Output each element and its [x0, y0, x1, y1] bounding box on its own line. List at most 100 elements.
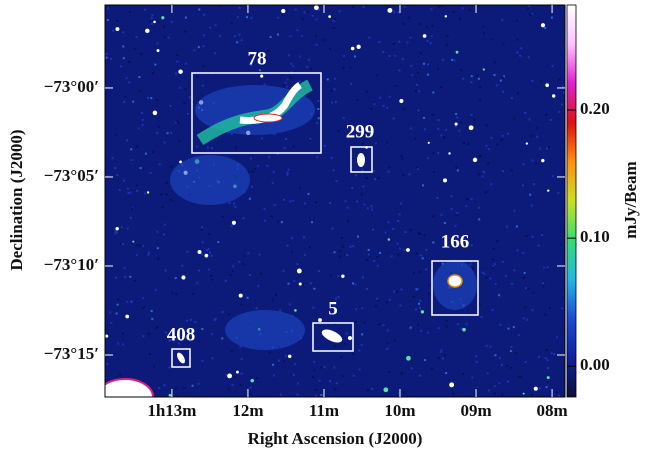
noise: [479, 303, 481, 305]
noise: [116, 313, 118, 315]
noise: [240, 303, 242, 305]
noise: [471, 75, 473, 77]
noise: [291, 237, 293, 239]
noise: [362, 169, 364, 171]
noise: [130, 301, 132, 303]
noise: [513, 117, 515, 119]
noise: [120, 243, 122, 245]
noise: [461, 328, 463, 330]
noise: [393, 290, 395, 292]
noise: [129, 11, 131, 13]
noise: [171, 21, 173, 23]
noise: [214, 52, 216, 54]
noise: [320, 394, 322, 396]
noise: [175, 73, 177, 75]
noise: [350, 246, 352, 248]
noise: [131, 159, 133, 161]
point-source: [356, 45, 360, 49]
noise: [283, 360, 285, 362]
noise: [556, 391, 558, 393]
noise: [498, 382, 500, 384]
noise: [231, 225, 233, 227]
noise: [334, 18, 336, 20]
noise: [138, 76, 140, 78]
noise: [393, 11, 395, 13]
point-source: [157, 49, 160, 52]
noise: [387, 142, 389, 144]
noise: [186, 320, 188, 322]
noise: [442, 59, 444, 61]
noise: [307, 193, 309, 195]
noise: [361, 344, 363, 346]
noise: [171, 166, 173, 168]
point-source: [428, 142, 430, 144]
noise: [402, 58, 404, 60]
noise: [142, 335, 144, 337]
noise: [397, 220, 399, 222]
point-source: [105, 335, 108, 338]
noise: [213, 319, 215, 321]
noise: [411, 74, 413, 76]
noise: [535, 163, 537, 165]
noise: [207, 147, 209, 149]
noise: [334, 388, 336, 390]
noise: [525, 287, 527, 289]
noise: [123, 180, 125, 182]
noise: [485, 277, 487, 279]
noise: [126, 77, 128, 79]
point-source: [328, 15, 331, 18]
noise: [560, 243, 562, 245]
noise: [240, 384, 242, 386]
noise: [144, 192, 146, 194]
noise: [386, 348, 388, 350]
point-source: [483, 68, 485, 70]
noise: [304, 11, 306, 13]
x-tick-label: 09m: [460, 401, 491, 420]
noise: [467, 143, 469, 145]
noise: [333, 27, 335, 29]
point-source: [545, 83, 549, 87]
noise: [128, 61, 130, 63]
noise: [424, 359, 426, 361]
noise: [295, 9, 297, 11]
noise: [432, 215, 434, 217]
noise: [157, 42, 159, 44]
noise: [362, 276, 364, 278]
noise: [478, 207, 480, 209]
noise: [159, 163, 161, 165]
noise: [241, 372, 243, 374]
noise: [420, 254, 422, 256]
noise: [394, 85, 396, 87]
noise: [473, 119, 475, 121]
noise: [119, 374, 121, 376]
noise: [366, 91, 368, 93]
noise: [315, 35, 317, 37]
noise: [261, 137, 263, 139]
noise: [167, 132, 169, 134]
noise: [440, 349, 442, 351]
noise: [361, 193, 363, 195]
source-core: [254, 114, 282, 122]
noise: [513, 269, 515, 271]
noise: [341, 375, 343, 377]
noise: [440, 351, 442, 353]
noise: [417, 168, 419, 170]
noise: [462, 373, 464, 375]
noise: [315, 201, 317, 203]
noise: [228, 202, 230, 204]
noise: [236, 41, 238, 43]
noise: [209, 252, 211, 254]
noise: [163, 234, 165, 236]
noise: [502, 135, 504, 137]
noise: [516, 20, 518, 22]
noise: [494, 392, 496, 394]
point-source: [445, 15, 447, 17]
noise: [479, 86, 481, 88]
noise: [489, 278, 491, 280]
noise: [316, 18, 318, 20]
noise: [408, 173, 410, 175]
noise: [408, 17, 410, 19]
noise: [531, 204, 533, 206]
noise: [460, 122, 462, 124]
noise: [486, 345, 488, 347]
